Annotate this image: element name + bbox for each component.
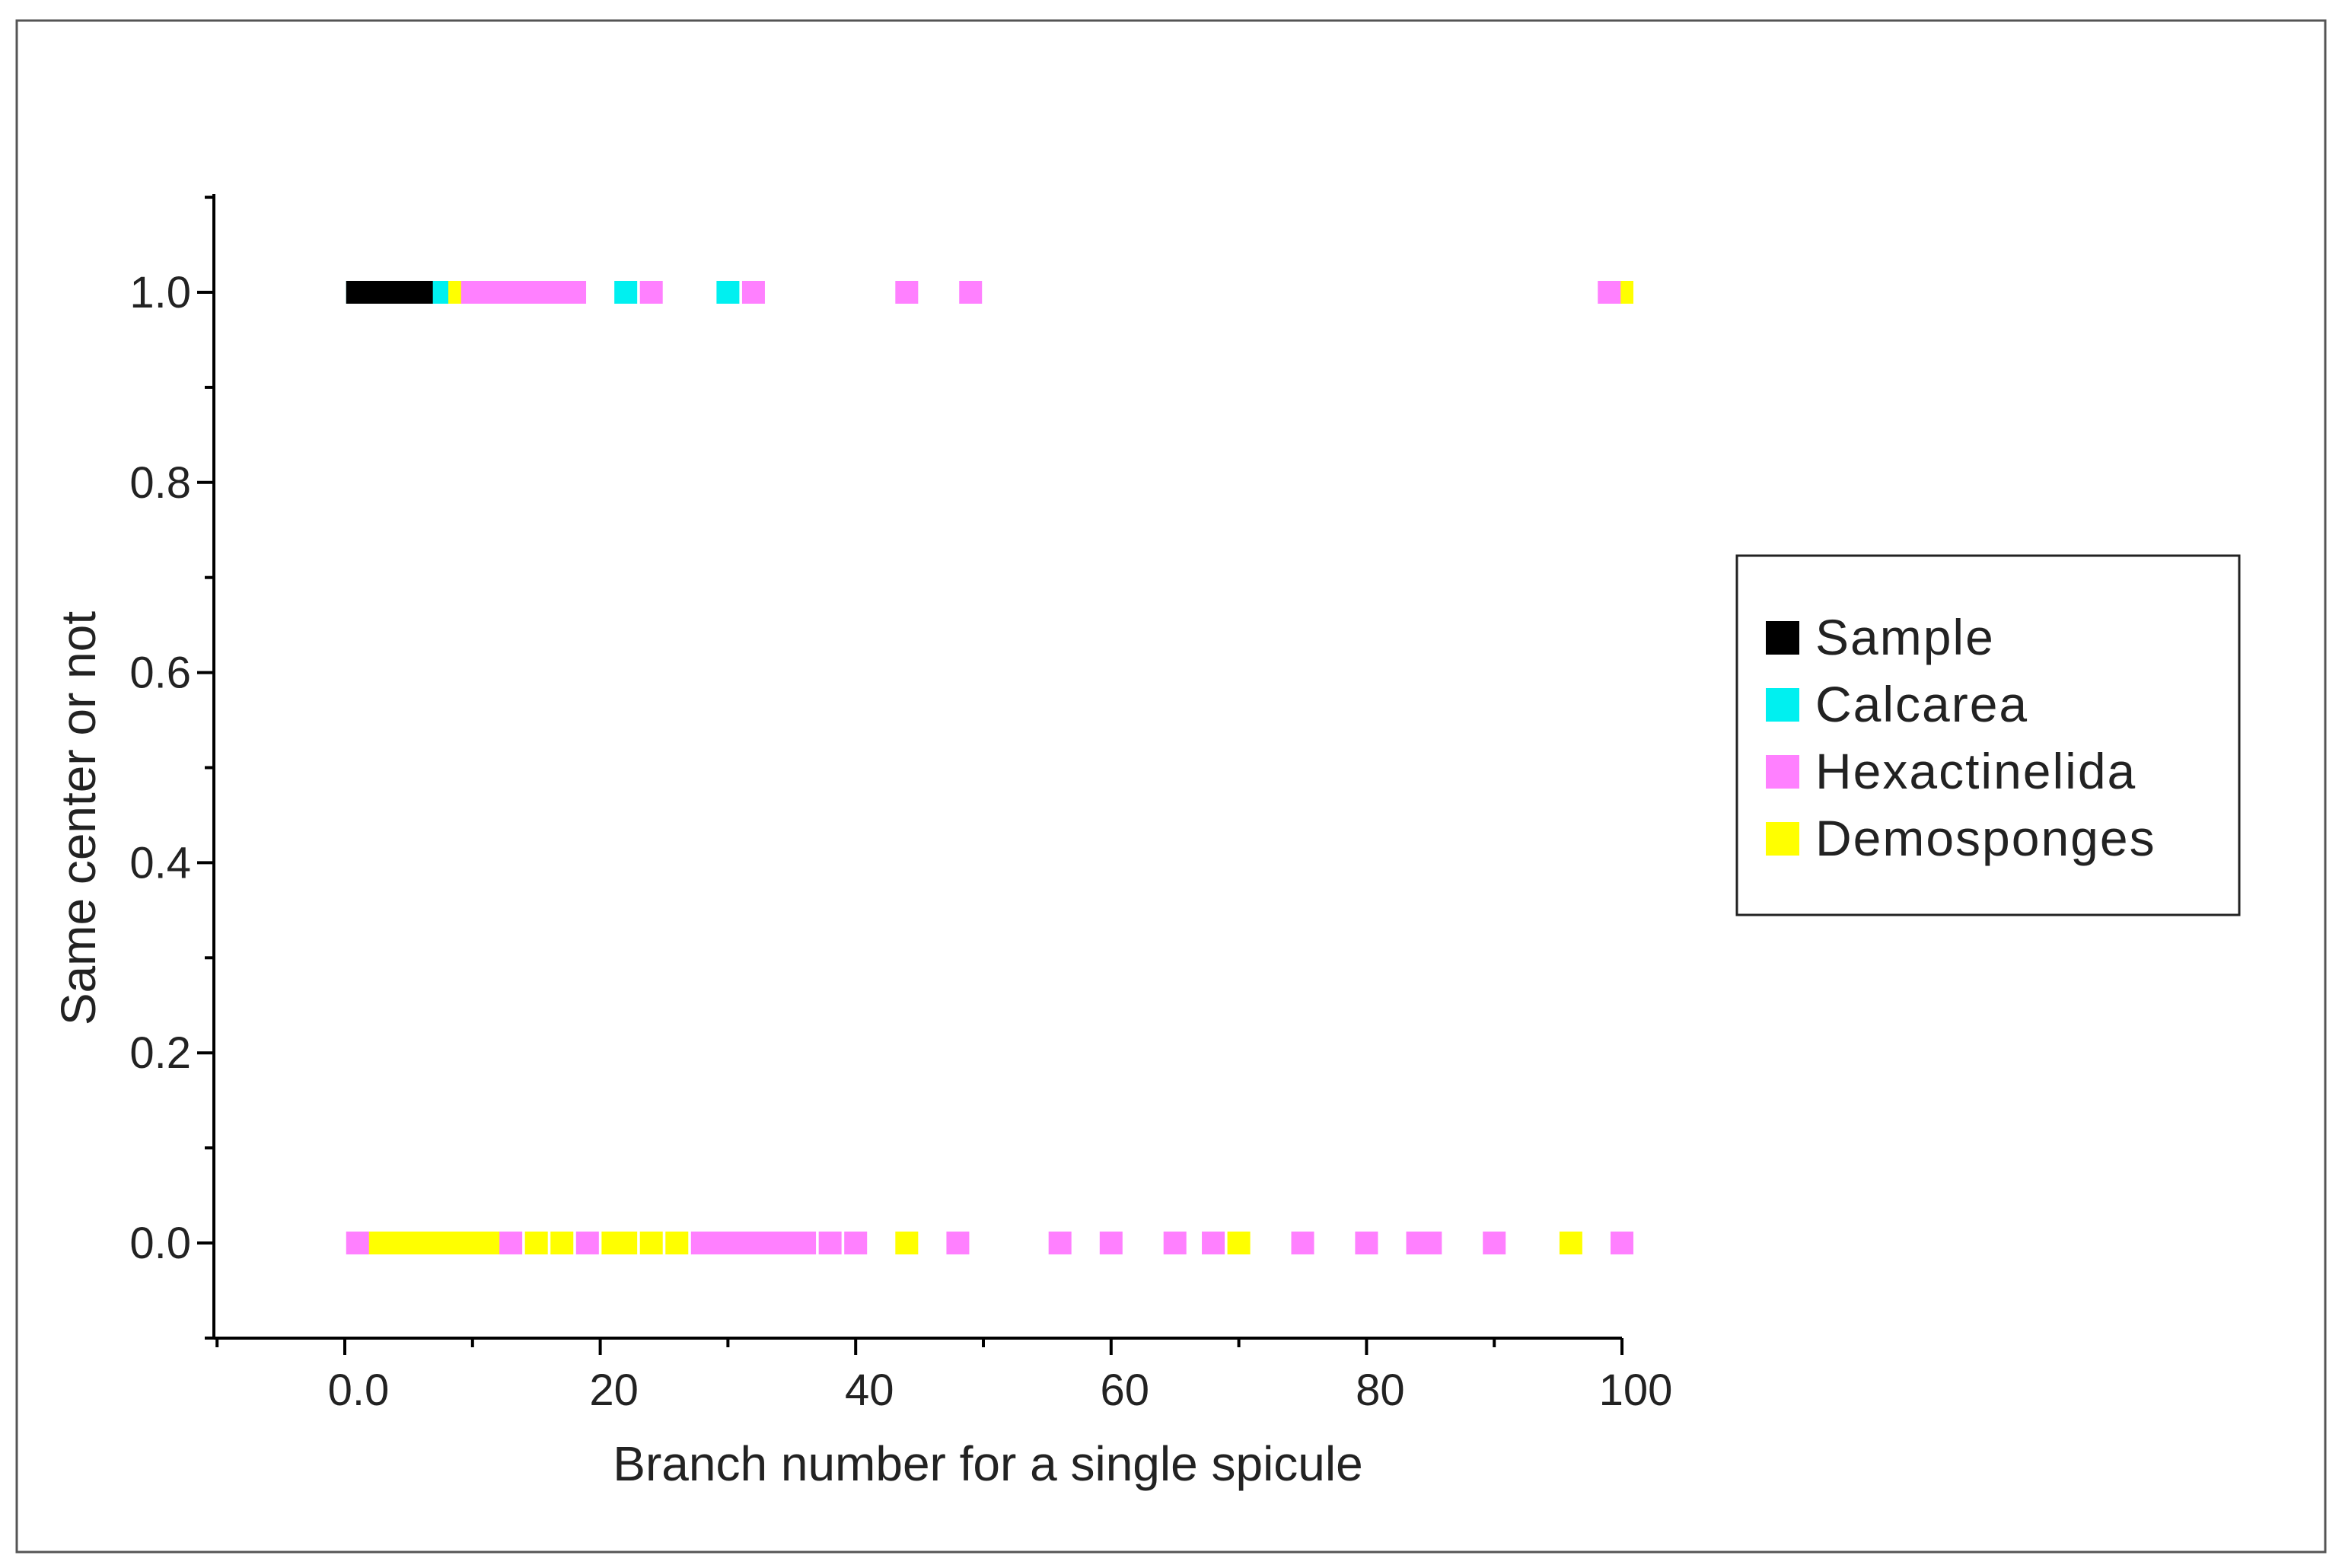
plot-marks — [346, 281, 1633, 1254]
data-point — [959, 281, 983, 304]
data-point — [639, 1232, 663, 1254]
data-point — [563, 281, 587, 304]
data-point — [1483, 1232, 1506, 1254]
data-point — [1163, 1232, 1187, 1254]
y-tick-label: 0.0 — [129, 1219, 191, 1268]
data-point — [895, 281, 919, 304]
series-hexactinelida — [346, 281, 1633, 1254]
data-point — [499, 1232, 523, 1254]
x-tick-label: 20 — [589, 1366, 639, 1415]
data-point — [1048, 1232, 1072, 1254]
data-point — [614, 281, 638, 304]
data-point — [1099, 1232, 1123, 1254]
data-point — [665, 1232, 689, 1254]
legend-label: Hexactinelida — [1815, 743, 2136, 799]
x-tick-label: 40 — [845, 1366, 894, 1415]
data-point — [550, 1232, 574, 1254]
legend-box — [1735, 554, 2241, 916]
data-point — [1202, 1232, 1225, 1254]
data-point — [1227, 1232, 1251, 1254]
data-point — [524, 1232, 548, 1254]
legend-swatch — [1766, 621, 1799, 655]
data-point — [575, 1232, 599, 1254]
data-point — [1419, 1232, 1442, 1254]
data-point — [716, 281, 740, 304]
data-point — [1598, 281, 1621, 304]
data-point — [614, 1232, 638, 1254]
x-tick-label: 100 — [1599, 1366, 1673, 1415]
x-axis-title: Branch number for a single spicule — [613, 1436, 1362, 1491]
y-tick-label: 0.2 — [129, 1028, 191, 1078]
x-axis-ticks: 0.0 20 40 60 80 100 — [215, 1338, 1673, 1415]
x-tick-label: 80 — [1356, 1366, 1405, 1415]
data-point — [946, 1232, 970, 1254]
legend-label: Sample — [1815, 609, 1995, 665]
legend-label: Demosponges — [1815, 810, 2156, 866]
data-point — [741, 281, 765, 304]
y-tick-label: 0.4 — [129, 838, 191, 888]
data-point — [844, 1232, 868, 1254]
data-point — [1611, 1232, 1633, 1254]
series-sample — [346, 281, 433, 304]
legend: Sample Calcarea Hexactinelida Demosponges — [1735, 554, 2241, 916]
data-point — [346, 1232, 369, 1254]
data-point — [793, 1232, 817, 1254]
x-tick-label: 0.0 — [328, 1366, 390, 1415]
y-tick-label: 0.8 — [129, 458, 191, 508]
data-point — [409, 281, 433, 304]
y-axis-ticks: 0.0 0.2 0.4 0.6 0.8 1.0 — [129, 196, 214, 1340]
x-tick-label: 60 — [1101, 1366, 1150, 1415]
y-tick-label: 1.0 — [129, 268, 191, 317]
legend-label: Calcarea — [1815, 676, 2028, 732]
data-point — [639, 281, 663, 304]
data-point — [1559, 1232, 1582, 1254]
y-tick-label: 0.6 — [129, 649, 191, 698]
y-axis-title: Same center or not — [51, 611, 106, 1026]
data-point — [818, 1232, 842, 1254]
data-point — [1355, 1232, 1378, 1254]
legend-swatch — [1766, 822, 1799, 856]
data-point — [1291, 1232, 1314, 1254]
data-point — [895, 1232, 919, 1254]
legend-swatch — [1766, 755, 1799, 789]
legend-swatch — [1766, 688, 1799, 722]
